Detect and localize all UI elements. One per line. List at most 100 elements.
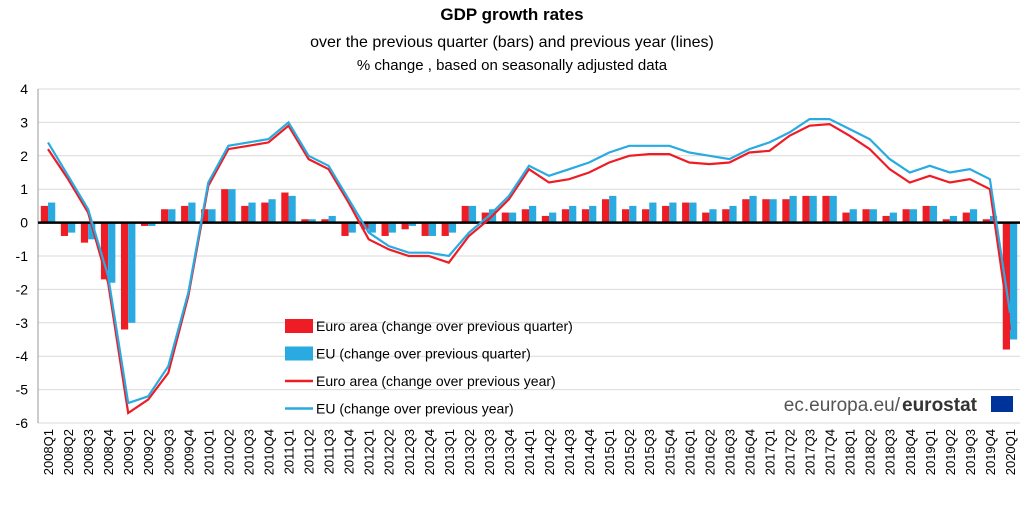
x-tick-label: 2017Q2 — [783, 429, 798, 475]
bar — [281, 192, 289, 223]
bar — [288, 195, 296, 223]
x-tick-label: 2016Q3 — [722, 429, 737, 475]
x-tick-label: 2015Q3 — [642, 429, 657, 475]
bar — [749, 195, 757, 223]
bar — [461, 205, 469, 223]
legend-swatch — [285, 346, 313, 361]
bar — [569, 205, 577, 223]
bar — [682, 202, 690, 223]
bar — [328, 215, 336, 223]
bar — [80, 222, 89, 243]
legend-label: Euro area (change over previous quarter) — [316, 318, 573, 334]
y-tick-label: 3 — [20, 114, 28, 130]
bar — [589, 205, 597, 223]
x-tick-label: 2009Q4 — [181, 429, 196, 475]
bar — [188, 202, 196, 223]
bar — [228, 189, 236, 223]
x-tick-label: 2013Q3 — [482, 429, 497, 475]
bar — [909, 209, 917, 223]
legend-label: EU (change over previous year) — [316, 401, 514, 417]
bar — [722, 209, 730, 223]
x-tick-label: 2017Q4 — [823, 429, 838, 475]
x-tick-label: 2013Q4 — [502, 429, 517, 475]
x-tick-label: 2013Q2 — [462, 429, 477, 475]
bar — [508, 212, 517, 223]
bar — [448, 222, 457, 233]
bar — [662, 205, 670, 223]
bar — [822, 195, 830, 223]
x-tick-label: 2017Q3 — [803, 429, 818, 475]
x-tick-label: 2018Q1 — [843, 429, 858, 475]
x-tick-label: 2011Q2 — [302, 429, 317, 474]
bar — [782, 199, 790, 223]
x-tick-label: 2018Q3 — [883, 429, 898, 475]
bar — [902, 209, 910, 223]
bar — [862, 209, 870, 223]
bar — [762, 199, 770, 223]
bar — [829, 195, 837, 223]
bar — [40, 205, 49, 223]
bar — [549, 212, 557, 223]
x-tick-label: 2014Q1 — [522, 429, 537, 475]
bar — [468, 205, 477, 223]
bar — [621, 209, 630, 223]
bar — [408, 222, 416, 226]
bar — [809, 195, 817, 223]
x-tick-label: 2019Q2 — [943, 429, 958, 475]
bar — [301, 219, 309, 223]
x-tick-label: 2020Q1 — [1003, 429, 1018, 475]
bar — [769, 199, 777, 223]
x-tick-label: 2017Q1 — [762, 429, 777, 475]
x-tick-label: 2012Q2 — [382, 429, 397, 475]
bar — [581, 209, 590, 223]
x-tick-label: 2009Q2 — [141, 429, 156, 475]
bar — [922, 205, 930, 223]
x-tick-label: 2008Q2 — [61, 429, 76, 475]
x-tick-label: 2010Q4 — [261, 429, 276, 475]
bar — [982, 219, 990, 223]
y-tick-label: -3 — [16, 315, 29, 331]
bar — [529, 205, 537, 223]
bar — [388, 222, 396, 233]
bar — [168, 209, 176, 223]
bar — [521, 209, 529, 223]
chart-subtitle: over the previous quarter (bars) and pre… — [310, 34, 714, 51]
x-tick-label: 2012Q3 — [402, 429, 417, 475]
x-tick-label: 2012Q1 — [362, 429, 377, 475]
bar — [561, 209, 570, 223]
bar — [428, 222, 437, 236]
bar — [882, 215, 890, 223]
y-tick-label: -1 — [16, 248, 29, 264]
bar — [181, 205, 189, 223]
bar — [128, 222, 136, 323]
bar — [261, 202, 269, 223]
x-tick-label: 2019Q3 — [963, 429, 978, 475]
x-tick-label: 2008Q3 — [81, 429, 96, 475]
bar — [88, 222, 96, 240]
y-tick-label: 1 — [20, 181, 28, 197]
y-tick-label: 4 — [20, 81, 28, 97]
x-tick-label: 2016Q2 — [702, 429, 717, 475]
line — [47, 118, 1012, 405]
bar — [889, 212, 897, 223]
bar — [629, 205, 637, 223]
x-tick-label: 2015Q1 — [602, 429, 617, 475]
x-tick-label: 2015Q4 — [662, 429, 677, 475]
x-tick-label: 2009Q1 — [121, 429, 136, 475]
bar — [68, 222, 76, 233]
bar — [849, 209, 857, 223]
bar — [341, 222, 349, 236]
bar — [141, 222, 149, 226]
x-tick-label: 2014Q2 — [542, 429, 557, 475]
bar — [208, 209, 216, 223]
bar — [348, 222, 356, 233]
bar — [842, 212, 850, 223]
bar — [702, 212, 710, 223]
bar — [441, 222, 449, 236]
bar — [742, 199, 750, 223]
bar — [601, 199, 610, 223]
source-brand: eurostat — [902, 395, 978, 416]
bar — [421, 222, 429, 236]
x-tick-label: 2010Q3 — [241, 429, 256, 475]
